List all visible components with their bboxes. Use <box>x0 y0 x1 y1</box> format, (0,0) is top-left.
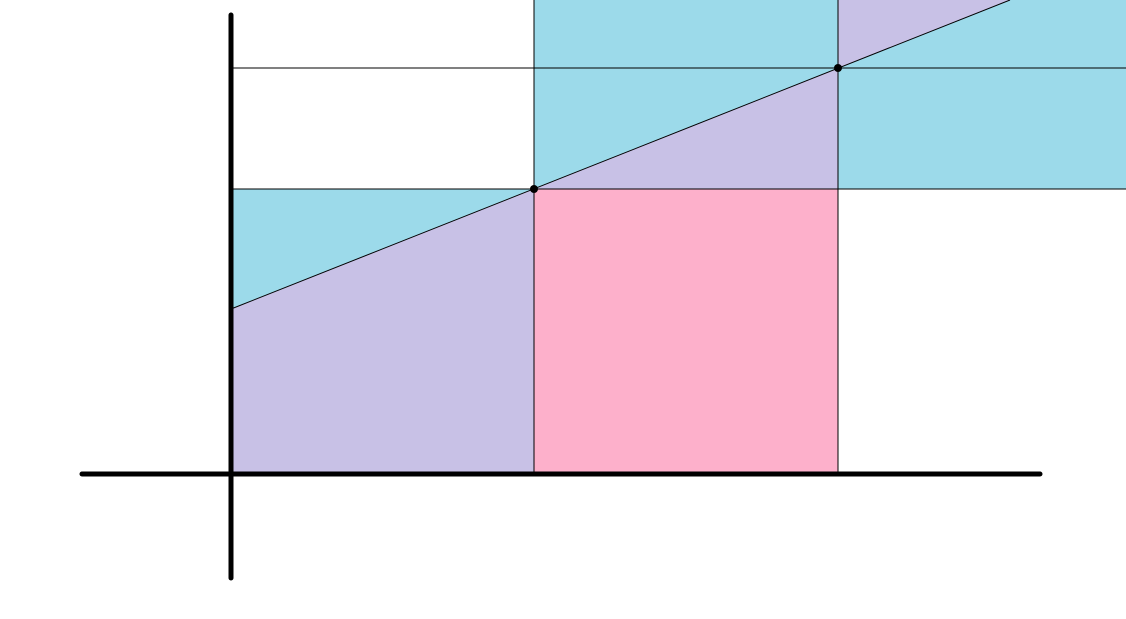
sloped-line <box>230 0 1011 310</box>
pink-rectangle <box>534 189 838 474</box>
intersection-point-1 <box>530 185 538 193</box>
intersection-point-2 <box>834 64 842 72</box>
lavender-region-lower-left <box>231 189 534 474</box>
